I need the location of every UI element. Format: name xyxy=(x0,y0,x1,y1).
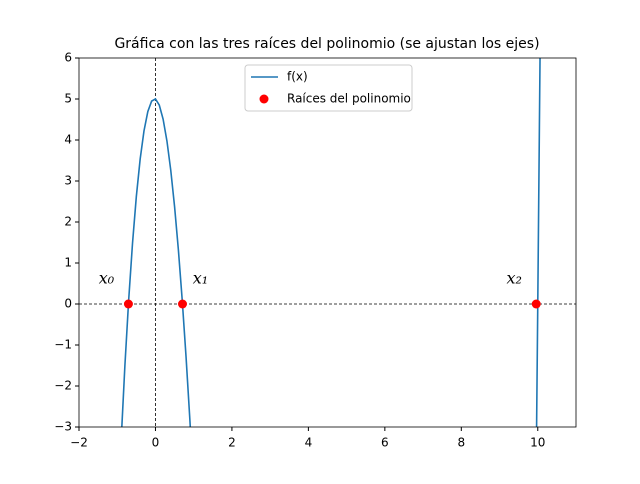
y-tick-label: 5 xyxy=(64,92,72,106)
legend-label: f(x) xyxy=(287,70,308,84)
legend-marker xyxy=(259,94,269,104)
root-annotation: x₀ xyxy=(99,269,115,288)
legend-label: Raíces del polinomio xyxy=(287,92,411,106)
function-line xyxy=(121,58,541,427)
x-tick-label: 8 xyxy=(457,436,465,450)
y-tick-label: −2 xyxy=(54,379,72,393)
axes-frame xyxy=(78,57,577,428)
y-tick-label: −3 xyxy=(54,420,72,434)
y-tick-label: 2 xyxy=(64,215,72,229)
x-tick-label: −2 xyxy=(70,436,88,450)
x-tick-label: 4 xyxy=(305,436,313,450)
y-tick-label: −1 xyxy=(54,338,72,352)
x-tick-label: 0 xyxy=(152,436,160,450)
root-point xyxy=(177,299,187,309)
y-tick-label: 3 xyxy=(64,174,72,188)
legend-box xyxy=(244,64,413,112)
root-point xyxy=(123,299,133,309)
x-tick-label: 6 xyxy=(381,436,389,450)
y-tick-label: 6 xyxy=(64,51,72,65)
root-annotation: x₂ xyxy=(507,269,522,288)
y-tick-label: 4 xyxy=(64,133,72,147)
x-tick-label: 10 xyxy=(530,436,545,450)
root-annotation: x₁ xyxy=(193,269,208,288)
x-tick-label: 2 xyxy=(228,436,236,450)
y-tick-label: 0 xyxy=(64,297,72,311)
y-tick-label: 1 xyxy=(64,256,72,270)
plot-area xyxy=(121,58,541,427)
root-point xyxy=(531,299,541,309)
chart-title: Gráfica con las tres raíces del polinomi… xyxy=(114,36,539,52)
